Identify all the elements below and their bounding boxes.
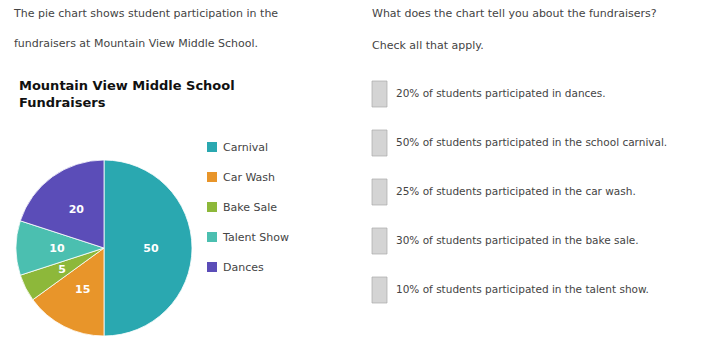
- svg-text:Carnival: Carnival: [223, 141, 268, 154]
- svg-text:Dances: Dances: [223, 261, 264, 274]
- svg-text:20% of students participated i: 20% of students participated in dances.: [396, 87, 606, 99]
- svg-text:20: 20: [69, 203, 85, 216]
- svg-text:Bake Sale: Bake Sale: [223, 201, 277, 214]
- svg-text:Fundraisers: Fundraisers: [19, 95, 106, 110]
- svg-text:The pie chart shows student pa: The pie chart shows student participatio…: [13, 7, 278, 20]
- svg-text:fundraisers at Mountain View M: fundraisers at Mountain View Middle Scho…: [14, 37, 258, 50]
- svg-text:50: 50: [143, 242, 159, 255]
- svg-text:Check all that apply.: Check all that apply.: [372, 39, 484, 52]
- svg-text:10% of students participated i: 10% of students participated in the tale…: [396, 283, 649, 295]
- svg-text:5: 5: [58, 263, 66, 276]
- svg-text:25% of students participated i: 25% of students participated in the car …: [396, 185, 636, 197]
- svg-text:Mountain View Middle School: Mountain View Middle School: [19, 78, 235, 93]
- svg-text:Talent Show: Talent Show: [222, 231, 289, 244]
- svg-text:What does the chart tell you a: What does the chart tell you about the f…: [372, 7, 657, 20]
- svg-text:15: 15: [75, 283, 90, 296]
- svg-text:Car Wash: Car Wash: [223, 171, 275, 184]
- svg-text:30% of students participated i: 30% of students participated in the bake…: [396, 234, 639, 246]
- svg-text:10: 10: [49, 242, 65, 255]
- svg-text:50% of students participated i: 50% of students participated in the scho…: [396, 136, 667, 148]
